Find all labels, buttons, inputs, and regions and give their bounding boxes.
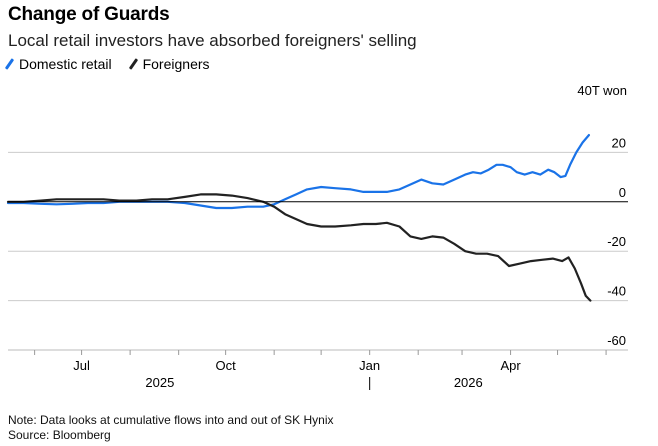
legend-item-domestic: Domestic retail: [4, 56, 112, 72]
series-line-foreigners: [6, 193, 592, 302]
y-tick-label: -60: [607, 333, 626, 348]
note-text: Note: Data looks at cumulative flows int…: [8, 413, 334, 427]
series-line-domestic-retail: [6, 134, 590, 210]
y-tick-label: 20: [612, 135, 626, 150]
x-tick-label: Jul: [73, 358, 90, 373]
source-text: Source: Bloomberg: [8, 428, 111, 442]
legend: Domestic retail Foreigners: [4, 56, 210, 72]
chart-title: Change of Guards: [8, 4, 170, 25]
y-tick-label: -40: [607, 284, 626, 299]
legend-label-domestic: Domestic retail: [19, 56, 112, 72]
year-label: 2025: [145, 375, 174, 390]
y-unit-label: 40T won: [577, 83, 627, 98]
y-tick-label: -20: [607, 234, 626, 249]
footnote: Note: Data looks at cumulative flows int…: [8, 413, 334, 443]
x-tick-label: Jan: [359, 358, 380, 373]
chart-subtitle: Local retail investors have absorbed for…: [8, 31, 417, 50]
y-tick-label: 0: [619, 185, 626, 200]
legend-label-foreigners: Foreigners: [142, 56, 210, 72]
year-label: 2026: [454, 375, 483, 390]
x-tick-label: Oct: [216, 358, 237, 373]
legend-item-foreigners: Foreigners: [128, 56, 210, 72]
x-tick-label: Apr: [500, 358, 521, 373]
